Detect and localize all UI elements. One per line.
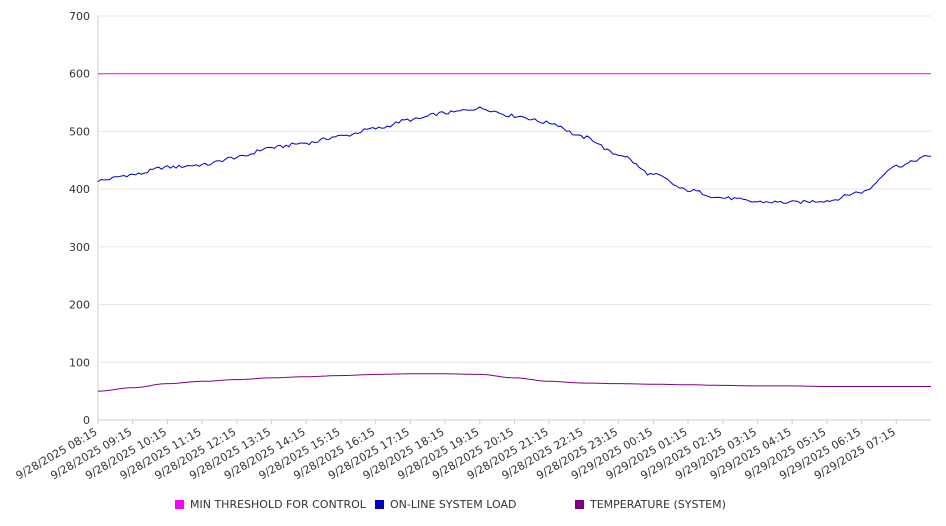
legend-swatch-system-load bbox=[375, 500, 384, 509]
series-line-on-line-system-load bbox=[97, 106, 932, 205]
y-tick-label: 700 bbox=[69, 10, 90, 23]
gridlines bbox=[98, 15, 931, 363]
y-tick-label: 200 bbox=[69, 299, 90, 312]
legend-item-min-threshold: MIN THRESHOLD FOR CONTROL bbox=[175, 498, 366, 511]
y-tick-label: 500 bbox=[69, 125, 90, 138]
series-line-temperature-system bbox=[98, 373, 931, 392]
legend-label-temperature: TEMPERATURE (SYSTEM) bbox=[590, 498, 726, 511]
y-tick-label: 400 bbox=[69, 183, 90, 196]
y-tick-label: 300 bbox=[69, 241, 90, 254]
y-tick-label: 600 bbox=[69, 68, 90, 81]
legend: MIN THRESHOLD FOR CONTROL ON-LINE SYSTEM… bbox=[0, 498, 946, 514]
series-lines bbox=[97, 73, 932, 392]
legend-swatch-temperature bbox=[575, 500, 584, 509]
legend-label-system-load: ON-LINE SYSTEM LOAD bbox=[390, 498, 517, 511]
legend-item-temperature: TEMPERATURE (SYSTEM) bbox=[575, 498, 726, 511]
y-tick-label: 100 bbox=[69, 356, 90, 369]
legend-swatch-min-threshold bbox=[175, 500, 184, 509]
y-tick-label: 0 bbox=[83, 414, 90, 427]
legend-label-min-threshold: MIN THRESHOLD FOR CONTROL bbox=[190, 498, 366, 511]
legend-item-system-load: ON-LINE SYSTEM LOAD bbox=[375, 498, 516, 511]
